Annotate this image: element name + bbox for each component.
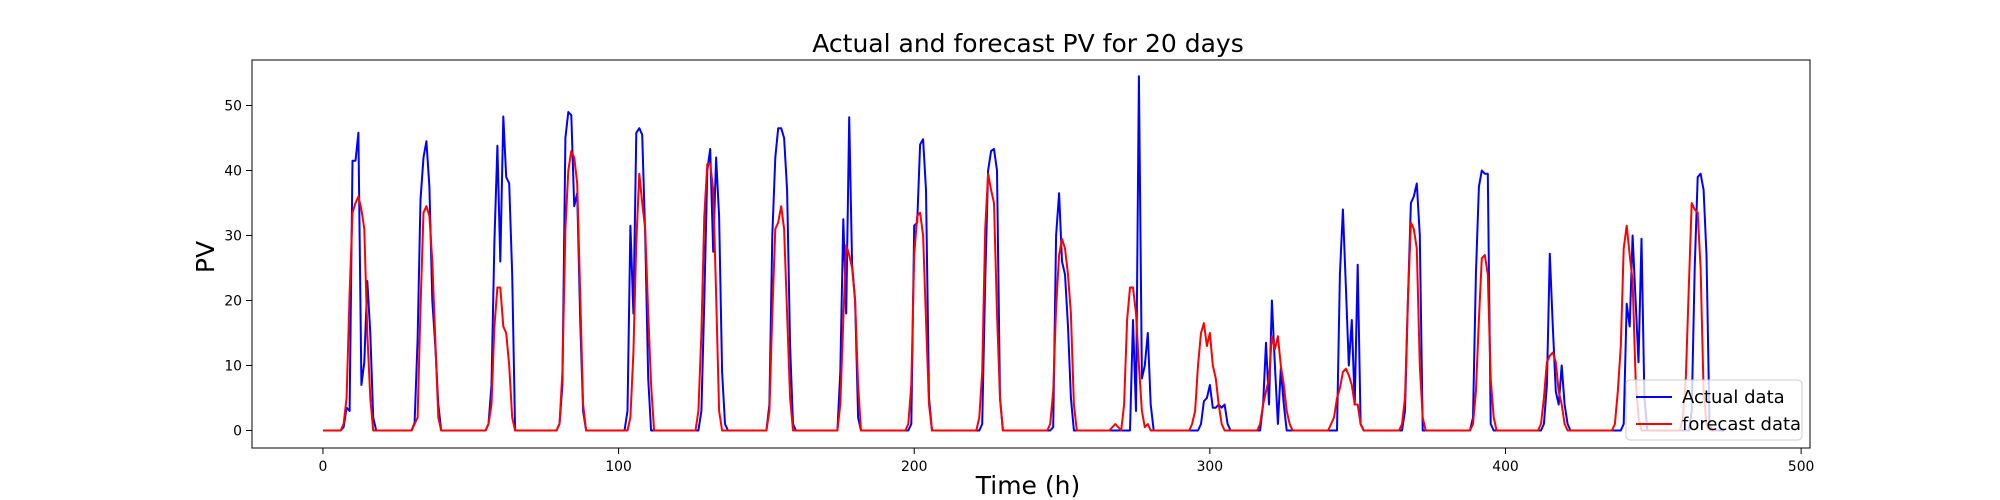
x-tick-label: 300 <box>1197 459 1224 475</box>
x-tick-label: 100 <box>605 459 632 475</box>
y-axis-label: PV <box>191 241 220 273</box>
legend: Actual data forecast data <box>1625 379 1803 441</box>
y-tick-label: 20 <box>224 293 242 309</box>
x-axis-label: Time (h) <box>975 471 1080 500</box>
x-axis-ticks: 0 100 200 300 400 500 <box>319 448 1815 475</box>
legend-label: Actual data <box>1682 387 1785 408</box>
series-line-forecast <box>323 150 1716 432</box>
y-tick-label: 30 <box>224 228 242 244</box>
y-tick-label: 40 <box>224 163 242 179</box>
legend-label: forecast data <box>1682 414 1801 435</box>
x-tick-label: 200 <box>901 459 928 475</box>
x-tick-label: 500 <box>1788 459 1815 475</box>
y-tick-label: 50 <box>224 98 242 114</box>
x-tick-label: 0 <box>319 459 328 475</box>
y-axis-ticks: 0 10 20 30 40 50 <box>224 98 252 439</box>
series-layer <box>323 75 1725 432</box>
y-tick-label: 10 <box>224 358 242 374</box>
y-tick-label: 0 <box>233 423 242 439</box>
plot-frame <box>251 59 1811 449</box>
chart-title: Actual and forecast PV for 20 days <box>812 29 1244 58</box>
x-tick-label: 400 <box>1492 459 1519 475</box>
plot-area <box>323 75 1725 432</box>
